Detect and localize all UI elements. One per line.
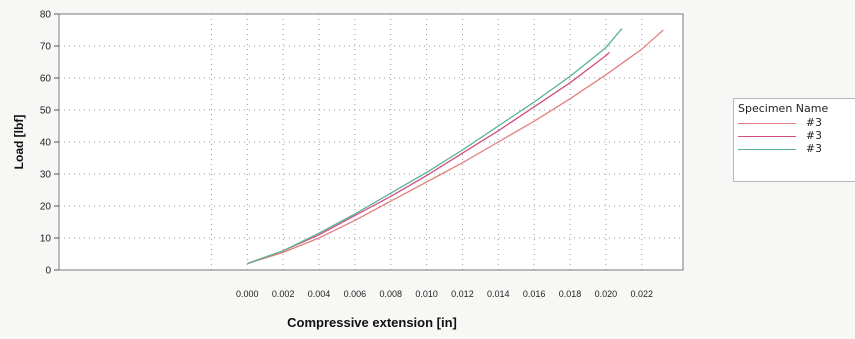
- x-axis: 0.000 0.002 0.004 0.006 0.008 0.010 0.012 0.014…: [236, 289, 653, 299]
- x-tick-label: 0.012: [451, 289, 474, 299]
- x-tick-label: 0.000: [236, 289, 259, 299]
- legend-label: #3: [806, 143, 823, 155]
- legend-entry-2: #3: [734, 130, 855, 143]
- y-tick-label: 30: [40, 170, 52, 181]
- x-tick-label: 0.020: [595, 289, 618, 299]
- series-line-1: [247, 29, 664, 265]
- x-tick-label: 0.018: [559, 289, 582, 299]
- grid: [59, 14, 683, 270]
- x-tick-label: 0.008: [379, 289, 402, 299]
- x-axis-label: Compressive extension [in]: [287, 315, 457, 330]
- y-tick-label: 40: [40, 138, 52, 149]
- y-tick-label: 10: [40, 234, 52, 245]
- y-axis: 0 10 20 30 40 50 60 70 80: [40, 10, 59, 277]
- series-line-3: [247, 27, 623, 265]
- legend-swatch: [738, 123, 796, 124]
- x-tick-label: 0.006: [344, 289, 367, 299]
- legend: Specimen Name #3 #3 #3: [733, 98, 855, 182]
- legend-entries: #3 #3 #3: [734, 117, 855, 156]
- x-tick-label: 0.014: [487, 289, 510, 299]
- x-tick-label: 0.010: [415, 289, 438, 299]
- legend-entry-3: #3: [734, 143, 855, 156]
- y-tick-label: 70: [40, 42, 52, 53]
- x-tick-label: 0.022: [630, 289, 653, 299]
- legend-swatch: [738, 149, 796, 150]
- y-tick-label: 0: [45, 266, 51, 277]
- y-tick-label: 60: [40, 74, 52, 85]
- legend-label: #3: [806, 130, 823, 142]
- y-tick-label: 80: [40, 10, 52, 21]
- legend-title: Specimen Name: [738, 102, 829, 115]
- legend-label: #3: [806, 117, 823, 129]
- x-tick-label: 0.002: [272, 289, 295, 299]
- y-axis-label: Load [lbf]: [12, 115, 26, 170]
- y-tick-label: 20: [40, 202, 52, 213]
- x-tick-label: 0.004: [308, 289, 331, 299]
- series-group: [247, 27, 664, 265]
- legend-entry-1: #3: [734, 117, 855, 130]
- series-line-2: [247, 51, 610, 265]
- y-tick-label: 50: [40, 106, 52, 117]
- x-tick-label: 0.016: [523, 289, 546, 299]
- legend-swatch: [738, 136, 796, 137]
